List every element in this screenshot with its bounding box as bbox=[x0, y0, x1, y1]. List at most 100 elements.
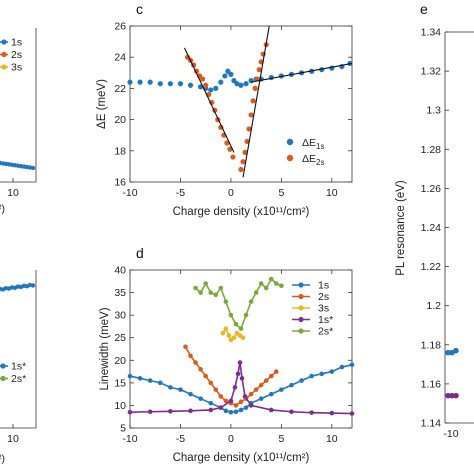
data-point bbox=[238, 407, 244, 413]
data-point bbox=[234, 81, 240, 87]
data-point bbox=[147, 409, 153, 415]
left-bottom-xtick: 10 bbox=[7, 433, 19, 445]
x-tick-label: -10 bbox=[122, 433, 137, 445]
y-axis-label: Linewidth (meV) bbox=[99, 307, 111, 390]
y-tick-label: 1.26 bbox=[421, 183, 442, 195]
data-point bbox=[183, 344, 188, 350]
x-tick-label: 0 bbox=[228, 433, 234, 445]
data-point bbox=[349, 411, 355, 416]
x-axis-label: Charge density (x10¹¹/cm²) bbox=[173, 452, 310, 464]
y-tick-label: 1.24 bbox=[421, 222, 442, 234]
data-point bbox=[218, 405, 224, 410]
data-point bbox=[203, 373, 208, 379]
data-point bbox=[188, 408, 193, 414]
y-tick-label: 1.18 bbox=[421, 339, 442, 351]
data-point bbox=[263, 378, 269, 383]
data-point bbox=[349, 362, 355, 368]
data-point bbox=[147, 79, 153, 85]
left-bottom-legend: 1s*2s* bbox=[0, 361, 26, 385]
data-point bbox=[193, 285, 198, 291]
data-point bbox=[246, 126, 252, 132]
data-point bbox=[289, 409, 294, 415]
data-point bbox=[157, 81, 163, 87]
legend-marker-1s* bbox=[298, 316, 304, 323]
data-point bbox=[248, 403, 254, 408]
data-point bbox=[223, 326, 229, 331]
series-1 bbox=[445, 392, 459, 399]
data-point bbox=[30, 283, 36, 288]
y-tick-label: 1.3 bbox=[426, 105, 441, 117]
y-tick-label: 16 bbox=[114, 177, 126, 189]
legend-subscript: 2s bbox=[316, 158, 324, 167]
x-tick-label: -5 bbox=[176, 433, 185, 445]
data-point bbox=[203, 281, 208, 286]
legend-label-3s: 3s bbox=[318, 303, 329, 315]
data-point bbox=[233, 403, 239, 408]
fit-line bbox=[242, 25, 270, 178]
legend-label-1s: 1s bbox=[11, 37, 22, 49]
data-point bbox=[445, 392, 451, 399]
y-tick-label: 24 bbox=[114, 52, 126, 64]
data-point bbox=[235, 371, 241, 377]
data-point bbox=[213, 85, 219, 91]
data-point bbox=[238, 82, 244, 88]
panel-letter: c bbox=[136, 1, 143, 17]
data-point bbox=[242, 394, 248, 399]
data-point bbox=[223, 299, 229, 304]
y-tick-label: 35 bbox=[114, 287, 126, 299]
y-tick-label: 26 bbox=[114, 21, 126, 33]
data-point bbox=[248, 112, 254, 118]
data-point bbox=[187, 82, 194, 88]
data-point bbox=[279, 387, 284, 392]
series-line bbox=[184, 346, 277, 407]
data-point bbox=[127, 79, 133, 85]
data-point bbox=[208, 87, 214, 93]
y-tick-label: 18 bbox=[114, 145, 126, 157]
series-2s bbox=[184, 42, 269, 173]
y-tick-label: 1.28 bbox=[421, 144, 442, 156]
data-point bbox=[203, 82, 209, 88]
data-point bbox=[218, 79, 224, 85]
data-point bbox=[242, 149, 248, 155]
series-1s bbox=[127, 60, 353, 93]
legend-label-2s*: 2s* bbox=[318, 326, 333, 338]
legend-marker-3s bbox=[298, 305, 304, 311]
x-tick-label: 10 bbox=[326, 187, 338, 199]
y-axis-label: PL resonance (eV) bbox=[395, 180, 407, 276]
data-point bbox=[238, 166, 244, 173]
legend-label-3s: 3s bbox=[11, 62, 22, 74]
data-point bbox=[258, 382, 264, 388]
data-point bbox=[319, 371, 325, 377]
y-tick-label: 5 bbox=[120, 423, 126, 435]
data-point bbox=[228, 312, 234, 318]
series-3s bbox=[220, 326, 246, 343]
data-point bbox=[279, 283, 284, 289]
data-point bbox=[238, 399, 244, 405]
data-point bbox=[329, 369, 335, 374]
data-point bbox=[243, 405, 249, 410]
x-axis-label: Charge density (x10¹¹/cm²) bbox=[173, 206, 310, 218]
data-point bbox=[258, 396, 264, 401]
y-tick-label: 15 bbox=[114, 377, 126, 389]
y-tick-label: 1.14 bbox=[421, 418, 442, 430]
y-tick-label: 40 bbox=[114, 265, 126, 277]
panel-d: -10 -5 0 5 10 5 10 15 20 25 30 35 40 d Charge density … bbox=[99, 245, 355, 464]
data-point bbox=[263, 285, 269, 291]
data-point bbox=[233, 409, 239, 415]
legend-label-1s*: 1s* bbox=[11, 361, 26, 373]
data-point bbox=[453, 347, 459, 354]
legend-marker-2s bbox=[298, 293, 304, 300]
data-point bbox=[240, 159, 246, 165]
data-point bbox=[248, 391, 254, 397]
data-point bbox=[227, 146, 233, 152]
x-tick-label: 0 bbox=[228, 187, 234, 199]
legend-label-2s: 2s bbox=[318, 291, 329, 303]
fit-line bbox=[250, 62, 353, 83]
legend-label-1s*: 1s* bbox=[318, 314, 333, 326]
data-point bbox=[218, 285, 224, 291]
data-point bbox=[213, 387, 219, 392]
data-point bbox=[248, 78, 254, 84]
plot-frame bbox=[129, 269, 353, 429]
